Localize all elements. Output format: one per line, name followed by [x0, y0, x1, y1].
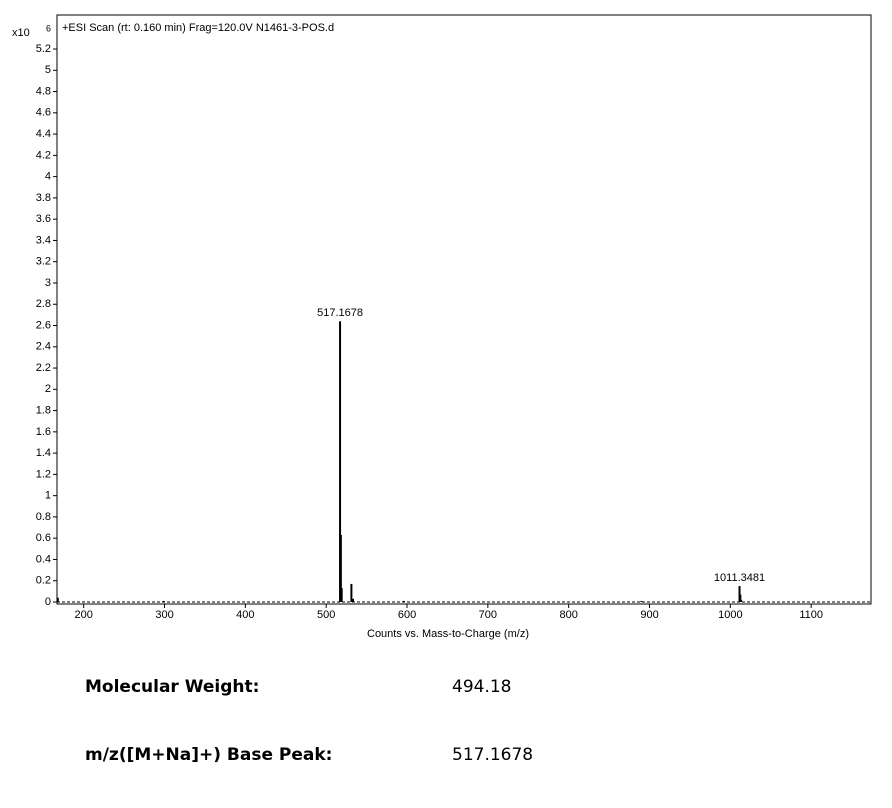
y-tick-label: 2: [45, 383, 51, 395]
peak-label: 517.1678: [317, 307, 363, 319]
y-tick-label: 1.6: [36, 426, 51, 438]
chart-title: +ESI Scan (rt: 0.160 min) Frag=120.0V N1…: [62, 22, 334, 34]
y-tick-label: 2.6: [36, 319, 51, 331]
detail-label: m/z([M+Na]+) Base Peak:: [85, 745, 333, 765]
y-tick-label: 4.2: [36, 149, 51, 161]
x-tick-label: 700: [479, 609, 497, 621]
y-tick-label: 3.2: [36, 256, 51, 268]
x-tick-label: 1100: [799, 609, 823, 621]
y-tick-label: 1.2: [36, 468, 51, 480]
y-tick-label: 1: [45, 490, 51, 502]
y-multiplier: x10: [12, 27, 30, 39]
y-tick-label: 4.8: [36, 85, 51, 97]
y-tick-label: 3: [45, 277, 51, 289]
y-tick-label: 0: [45, 596, 51, 608]
y-tick-label: 3.4: [36, 234, 51, 246]
detail-value: 517.1678: [452, 745, 534, 765]
x-tick-label: 400: [236, 609, 254, 621]
detail-value: 494.18: [452, 677, 512, 697]
x-axis-label: Counts vs. Mass-to-Charge (m/z): [367, 628, 529, 640]
x-tick-label: 200: [74, 609, 92, 621]
x-tick-label: 1000: [718, 609, 742, 621]
x-tick-label: 900: [640, 609, 658, 621]
y-tick-label: 0.4: [36, 553, 51, 565]
y-tick-label: 3.6: [36, 213, 51, 225]
y-tick-label: 0.6: [36, 532, 51, 544]
y-tick-label: 2.2: [36, 362, 51, 374]
y-tick-label: 2.4: [36, 341, 51, 353]
peak-label: 1011.3481: [714, 572, 765, 584]
plot-frame: [56, 14, 872, 605]
x-tick-label: 800: [560, 609, 578, 621]
x-tick-label: 300: [155, 609, 173, 621]
y-tick-label: 0.2: [36, 575, 51, 587]
y-tick-label: 5: [45, 64, 51, 76]
y-tick-label: 3.8: [36, 192, 51, 204]
y-tick-label: 4.6: [36, 107, 51, 119]
x-tick-label: 600: [398, 609, 416, 621]
x-tick-label: 500: [317, 609, 335, 621]
y-tick-label: 1.4: [36, 447, 51, 459]
y-tick-label: 5.2: [36, 43, 51, 55]
y-tick-label: 4.4: [36, 128, 51, 140]
y-tick-label: 2.8: [36, 298, 51, 310]
y-tick-label: 0.8: [36, 511, 51, 523]
y-tick-label: 4: [45, 171, 51, 183]
y-exponent: 6: [46, 23, 51, 33]
y-tick-label: 1.8: [36, 404, 51, 416]
chart: +ESI Scan (rt: 0.160 min) Frag=120.0V N1…: [12, 14, 872, 640]
detail-label: Molecular Weight:: [85, 677, 260, 697]
